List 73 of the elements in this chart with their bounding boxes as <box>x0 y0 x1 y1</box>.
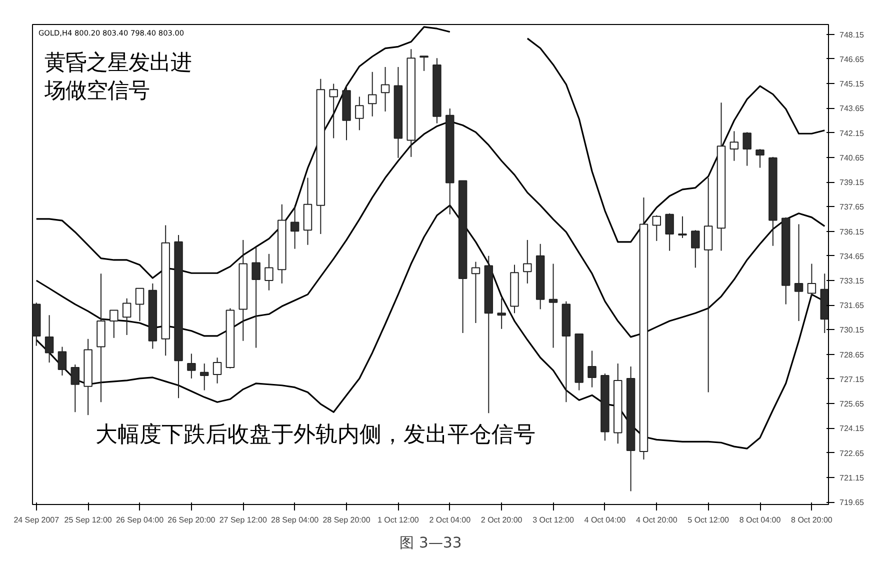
y-tick-label: 719.65 <box>840 498 865 508</box>
x-tick-label: 28 Sep 20:00 <box>322 516 371 524</box>
y-tick-label: 724.15 <box>840 424 865 434</box>
candlestick <box>110 310 118 338</box>
y-tick-label: 731.65 <box>840 301 865 310</box>
x-tick-label: 3 Oct 12:00 <box>532 516 574 524</box>
annotation: 大幅度下跌后收盘于外轨内侧，发出平仓信号 <box>96 422 536 448</box>
candlestick <box>794 224 804 322</box>
candlestick <box>58 346 67 376</box>
candlestick <box>380 66 390 112</box>
x-tick-label: 2 Oct 20:00 <box>480 516 523 524</box>
x-tick-label: 1 Oct 12:00 <box>378 516 420 524</box>
x-tick-label: 24 Sep 2007 <box>14 516 60 524</box>
y-tick-label: 722.65 <box>840 448 865 458</box>
candlestick <box>497 298 506 330</box>
x-tick-label: 4 Oct 20:00 <box>636 516 678 524</box>
x-tick-label: 26 Sep 20:00 <box>168 516 216 524</box>
y-tick-label: 746.65 <box>840 54 865 64</box>
y-tick-label: 728.65 <box>840 350 865 360</box>
candlestick <box>471 261 480 324</box>
candlestick <box>704 177 713 393</box>
y-tick-label: 721.15 <box>840 473 865 482</box>
candlestick <box>329 83 338 139</box>
annotation: 黄昏之星发出进 <box>44 50 192 76</box>
candlestick <box>678 216 687 238</box>
x-tick-label: 2 Oct 04:00 <box>429 516 472 524</box>
candlestick <box>290 204 300 250</box>
annotation: 场做空信号 <box>44 78 150 104</box>
candlestick <box>368 71 377 117</box>
x-tick-label: 26 Sep 04:00 <box>116 516 164 524</box>
candlestick <box>200 363 209 391</box>
y-tick-label: 743.65 <box>840 104 865 114</box>
candlestick <box>122 298 132 336</box>
candlestick <box>730 130 739 162</box>
x-tick-label: 8 Oct 20:00 <box>791 516 833 524</box>
candlestick <box>70 364 80 413</box>
y-tick-label: 742.15 <box>840 128 865 138</box>
y-tick-label: 740.65 <box>840 153 865 162</box>
x-tick-label: 25 Sep 12:00 <box>64 516 112 524</box>
line-series <box>36 120 826 338</box>
x-tick-label: 5 Oct 12:00 <box>688 516 730 524</box>
y-tick-label: 745.15 <box>840 80 865 89</box>
y-tick-label: 725.65 <box>840 400 865 409</box>
y-tick-label: 727.15 <box>840 374 865 384</box>
candlestick <box>420 56 428 72</box>
candlestick <box>691 230 700 268</box>
candlestick <box>523 239 532 284</box>
y-tick-label: 748.15 <box>840 30 865 40</box>
candlestick <box>187 353 196 379</box>
x-tick-label: 27 Sep 12:00 <box>219 516 268 524</box>
y-tick-label: 737.65 <box>840 202 865 212</box>
candlestick <box>44 314 54 364</box>
caption: 图 3—33 <box>399 534 462 552</box>
candlestick <box>212 357 222 384</box>
y-tick-label: 736.15 <box>840 227 865 236</box>
candlestick <box>588 350 596 388</box>
candlestick <box>548 263 558 348</box>
candlestick <box>652 214 662 242</box>
candlestick <box>756 148 764 168</box>
candlestick <box>355 96 364 131</box>
y-tick-label: 739.15 <box>840 178 865 188</box>
candlestick <box>135 288 144 322</box>
candlestick <box>742 132 752 166</box>
y-tick-label: 730.15 <box>840 326 865 335</box>
candlestick <box>807 263 816 297</box>
candlestick <box>264 253 274 291</box>
y-tick-label: 734.65 <box>840 252 865 261</box>
x-tick-label: 28 Sep 04:00 <box>271 516 320 524</box>
x-tick-label: 4 Oct 04:00 <box>584 516 626 524</box>
candlestick <box>252 246 260 348</box>
y-tick-label: 733.15 <box>840 276 865 286</box>
candlestick <box>665 212 674 252</box>
x-tick-label: 8 Oct 04:00 <box>739 516 782 524</box>
